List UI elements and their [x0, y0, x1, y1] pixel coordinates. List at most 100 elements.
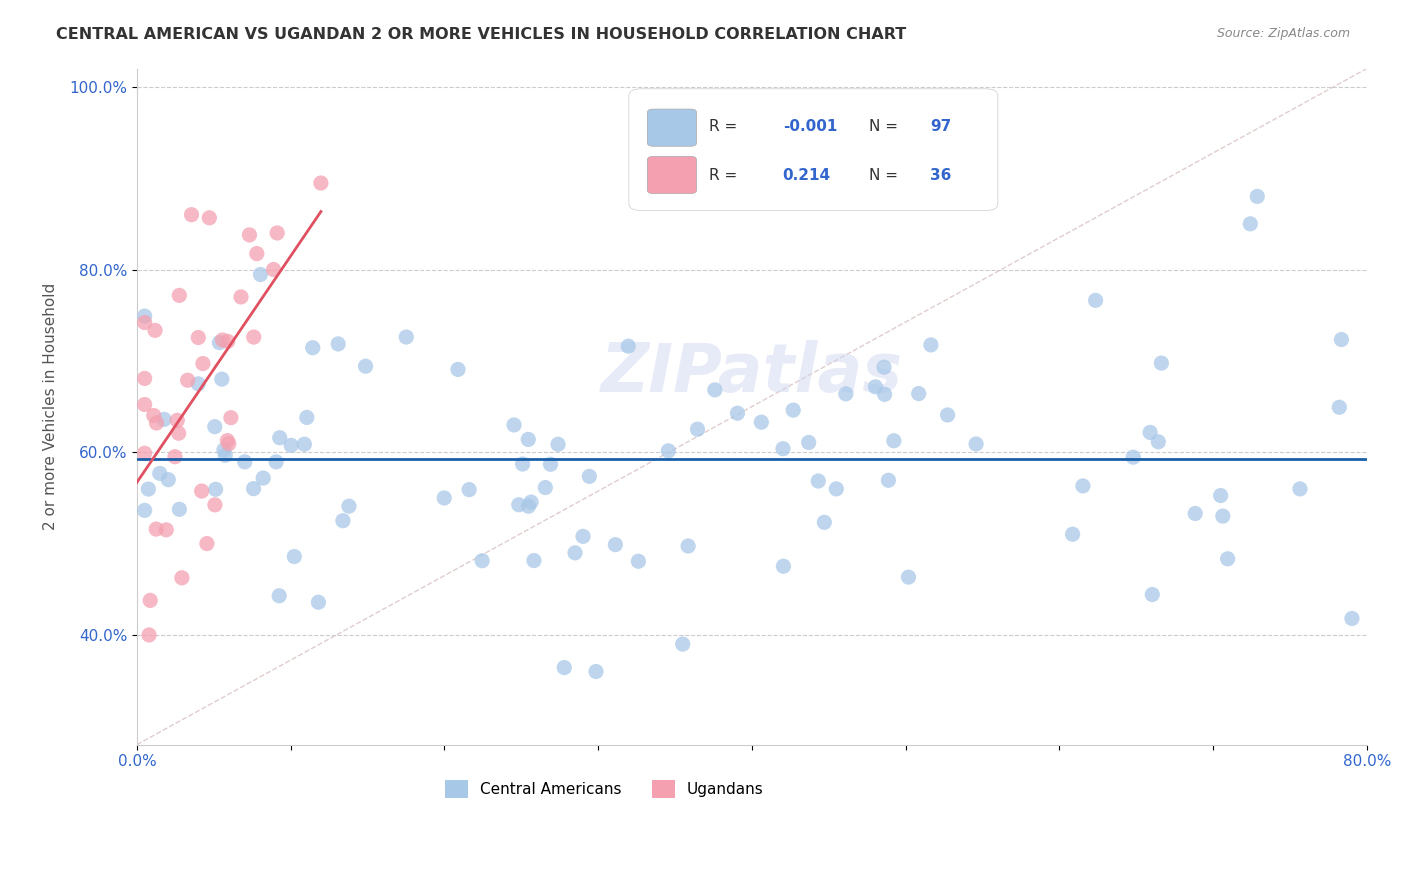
Point — [280, 438, 302, 452]
Point — [873, 387, 896, 401]
Point — [176, 373, 198, 387]
Point — [242, 482, 264, 496]
Point — [447, 362, 470, 376]
Point — [266, 226, 288, 240]
Point — [264, 455, 287, 469]
Point — [1071, 479, 1094, 493]
Point — [269, 589, 291, 603]
Point — [523, 553, 546, 567]
Point — [936, 408, 959, 422]
Point — [877, 473, 900, 487]
Text: Source: ZipAtlas.com: Source: ZipAtlas.com — [1216, 27, 1350, 40]
Point — [292, 437, 315, 451]
Point — [309, 176, 332, 190]
FancyBboxPatch shape — [628, 89, 998, 211]
Text: N =: N = — [869, 168, 903, 183]
Point — [873, 360, 896, 375]
Point — [332, 514, 354, 528]
Point — [283, 549, 305, 564]
Point — [1142, 587, 1164, 601]
Point — [1289, 482, 1312, 496]
Point — [180, 208, 202, 222]
Y-axis label: 2 or more Vehicles in Household: 2 or more Vehicles in Household — [44, 283, 58, 530]
Point — [134, 316, 156, 330]
Point — [1216, 551, 1239, 566]
Point — [134, 309, 156, 323]
Point — [657, 443, 679, 458]
Point — [965, 437, 987, 451]
Point — [920, 338, 942, 352]
Point — [204, 419, 226, 434]
Point — [1084, 293, 1107, 308]
Point — [263, 262, 285, 277]
Point — [897, 570, 920, 584]
Point — [187, 330, 209, 344]
Point — [155, 523, 177, 537]
Point — [218, 436, 240, 450]
Point — [520, 495, 543, 509]
Point — [198, 211, 221, 225]
Point — [229, 290, 252, 304]
Point — [686, 422, 709, 436]
Point — [211, 333, 233, 347]
Point — [238, 227, 260, 242]
Point — [807, 474, 830, 488]
Point — [1062, 527, 1084, 541]
Point — [749, 415, 772, 429]
Point — [153, 412, 176, 426]
Point — [907, 386, 929, 401]
Point — [190, 484, 212, 499]
Point — [337, 499, 360, 513]
Point — [169, 502, 191, 516]
Point — [772, 442, 794, 456]
Point — [627, 554, 650, 568]
Point — [540, 457, 562, 471]
Point — [458, 483, 481, 497]
Point — [134, 371, 156, 385]
Text: 36: 36 — [931, 168, 952, 183]
Point — [217, 334, 239, 349]
Point — [187, 376, 209, 391]
Point — [145, 416, 167, 430]
Text: 97: 97 — [931, 120, 952, 134]
Point — [672, 637, 695, 651]
Point — [772, 559, 794, 574]
Point — [564, 546, 586, 560]
Point — [328, 337, 350, 351]
Point — [835, 387, 858, 401]
Point — [1139, 425, 1161, 440]
Point — [212, 442, 235, 457]
Point — [1239, 217, 1261, 231]
Point — [170, 571, 193, 585]
Point — [134, 446, 156, 460]
Point — [503, 417, 526, 432]
Point — [269, 431, 291, 445]
Text: CENTRAL AMERICAN VS UGANDAN 2 OR MORE VEHICLES IN HOUSEHOLD CORRELATION CHART: CENTRAL AMERICAN VS UGANDAN 2 OR MORE VE… — [56, 27, 907, 42]
Point — [246, 246, 269, 260]
Point — [195, 536, 218, 550]
Point — [512, 457, 534, 471]
Point — [134, 503, 156, 517]
Point — [233, 455, 256, 469]
Point — [1122, 450, 1144, 465]
Point — [782, 403, 804, 417]
Text: 0.214: 0.214 — [783, 168, 831, 183]
FancyBboxPatch shape — [647, 156, 696, 194]
Point — [166, 413, 188, 427]
Point — [145, 522, 167, 536]
Point — [725, 406, 748, 420]
Point — [138, 628, 160, 642]
Point — [1330, 333, 1353, 347]
Point — [813, 516, 835, 530]
Point — [134, 398, 156, 412]
Point — [534, 481, 557, 495]
Point — [1209, 489, 1232, 503]
Point — [508, 498, 530, 512]
Legend: Central Americans, Ugandans: Central Americans, Ugandans — [439, 773, 770, 805]
Point — [139, 593, 162, 607]
Point — [547, 437, 569, 451]
Point — [219, 410, 242, 425]
Point — [883, 434, 905, 448]
Point — [517, 433, 540, 447]
Point — [214, 448, 236, 462]
